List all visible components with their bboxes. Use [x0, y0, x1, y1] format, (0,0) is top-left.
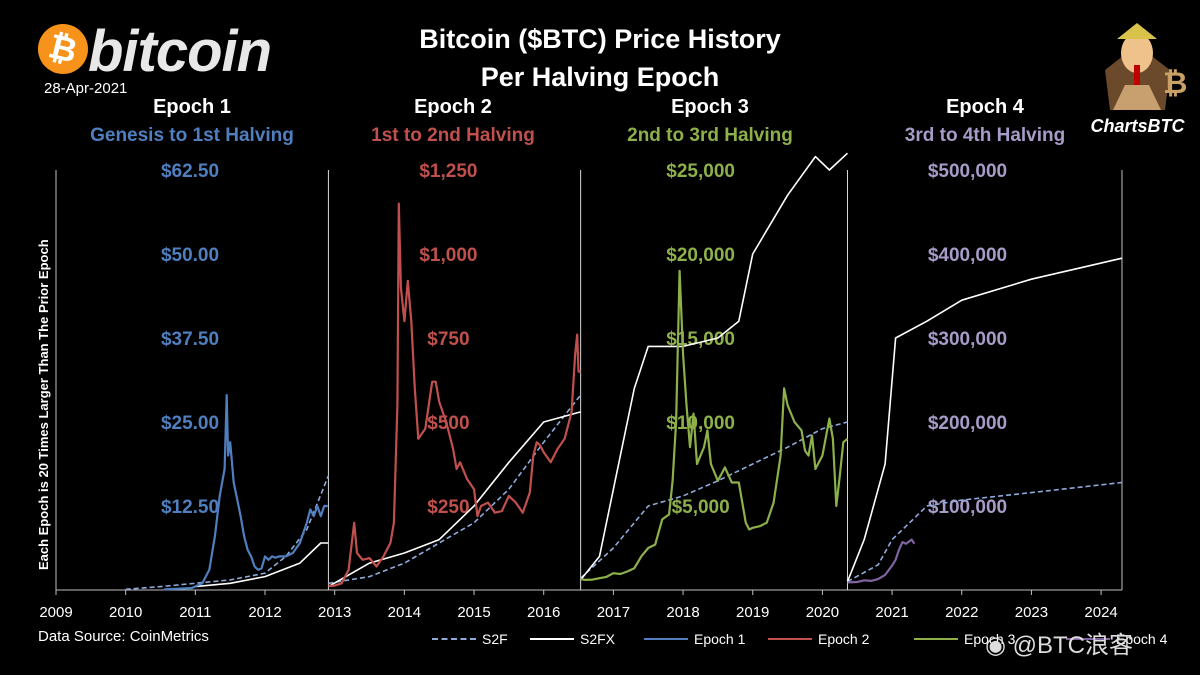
legend-swatch [1066, 638, 1110, 640]
series-epoch-3-line [580, 269, 849, 581]
title-line-2: Per Halving Epoch [480, 62, 720, 92]
x-tick-label: 2011 [179, 604, 211, 621]
brand-label: ChartsBTC [1090, 116, 1185, 136]
y-tick-label-epoch-3: $25,000 [666, 161, 735, 182]
x-tick-label: 2023 [1015, 604, 1048, 621]
y-tick-label-epoch-2: $250 [427, 497, 469, 518]
series-s2fx-line [328, 411, 581, 588]
legend-label: S2FX [580, 631, 616, 647]
bitcoin-logo-icon: ₿ [38, 24, 88, 74]
watermark: ◉ @BTC浪客 [985, 625, 1133, 660]
epoch-name: Epoch 3 [671, 96, 749, 118]
x-tick-label: 2024 [1084, 604, 1117, 621]
series-epoch-2-line [328, 202, 581, 588]
legend-swatch [768, 638, 812, 640]
y-tick-label-epoch-1: $12.50 [161, 497, 219, 518]
title-line-1: Bitcoin ($BTC) Price History [419, 24, 781, 54]
chart-date: 28-Apr-2021 [44, 80, 128, 97]
legend-label: Epoch 4 [1116, 631, 1168, 647]
weibo-icon: ◉ [985, 632, 1006, 659]
x-tick-label: 2019 [736, 604, 769, 621]
svg-text:₿: ₿ [1163, 67, 1187, 100]
y-tick-label-epoch-1: $50.00 [161, 245, 219, 266]
y-tick-label-epoch-4: $400,000 [928, 245, 1007, 266]
y-tick-label-epoch-3: $20,000 [666, 245, 735, 266]
y-tick-label-epoch-1: $25.00 [161, 413, 219, 434]
legend-label: S2F [482, 631, 508, 647]
x-tick-label: 2020 [806, 604, 839, 621]
y-tick-label-epoch-4: $300,000 [928, 329, 1007, 350]
y-tick-label-epoch-4: $500,000 [928, 161, 1007, 182]
legend-swatch [914, 638, 958, 640]
chart-title: Bitcoin ($BTC) Price History Per Halving… [0, 20, 1200, 96]
series-s2fx-line [195, 542, 329, 588]
x-tick-label: 2017 [597, 604, 630, 621]
y-tick-label-epoch-2: $1,250 [419, 161, 477, 182]
x-tick-label: 2015 [457, 604, 490, 621]
epoch-name: Epoch 2 [414, 96, 492, 118]
series-s2fx-line [579, 152, 849, 581]
epoch-subtitle: Genesis to 1st Halving [90, 125, 294, 146]
legend-swatch [644, 638, 688, 640]
legend-item: Epoch 3 [914, 631, 1015, 647]
data-source: Data Source: CoinMetrics [38, 628, 209, 645]
series-s2f-line [125, 475, 330, 591]
legend-item: Epoch 4 [1066, 631, 1167, 647]
y-tick-label-epoch-3: $5,000 [672, 497, 730, 518]
x-tick-label: 2014 [388, 604, 421, 621]
series-epoch-4-line [847, 538, 916, 584]
legend-item: S2F [432, 631, 508, 647]
x-tick-label: 2010 [109, 604, 142, 621]
epoch-name: Epoch 1 [153, 96, 231, 118]
series-s2fx-line [846, 257, 1123, 582]
legend-label: Epoch 1 [694, 631, 746, 647]
epoch-subtitle: 1st to 2nd Halving [371, 125, 535, 146]
x-tick-label: 2018 [666, 604, 699, 621]
epoch-header-3: Epoch 3 2nd to 3rd Halving [575, 96, 845, 147]
series-s2f-line [847, 481, 1123, 583]
legend-item: Epoch 1 [644, 631, 745, 647]
watermark-text: @BTC浪客 [1012, 632, 1133, 659]
epoch-header-1: Epoch 1 Genesis to 1st Halving [57, 96, 327, 147]
epoch-name: Epoch 4 [946, 96, 1024, 118]
x-tick-label: 2012 [248, 604, 281, 621]
x-tick-label: 2021 [875, 604, 908, 621]
x-tick-label: 2016 [527, 604, 560, 621]
y-tick-label-epoch-2: $750 [427, 329, 469, 350]
epoch-header-2: Epoch 2 1st to 2nd Halving [318, 96, 588, 147]
x-tick-label: 2022 [945, 604, 978, 621]
y-tick-label-epoch-4: $200,000 [928, 413, 1007, 434]
y-tick-label-epoch-4: $100,000 [928, 497, 1007, 518]
chartsbtc-mascot-icon: ₿ [1105, 23, 1187, 110]
bitcoin-logo-wordmark: bitcoin [88, 19, 272, 84]
legend-swatch [530, 638, 574, 640]
x-tick-label: 2009 [39, 604, 72, 621]
legend-item: Epoch 2 [768, 631, 869, 647]
epoch-header-4: Epoch 4 3rd to 4th Halving [850, 96, 1120, 147]
y-tick-label-epoch-3: $10,000 [666, 413, 735, 434]
y-tick-label-epoch-1: $62.50 [161, 161, 219, 182]
legend-label: Epoch 3 [964, 631, 1016, 647]
epoch-subtitle: 3rd to 4th Halving [904, 125, 1066, 146]
legend-label: Epoch 2 [818, 631, 870, 647]
legend-item: S2FX [530, 631, 615, 647]
y-tick-label-epoch-2: $1,000 [419, 245, 477, 266]
x-tick-label: 2013 [318, 604, 351, 621]
series-s2f-line [328, 394, 582, 585]
y-tick-label-epoch-1: $37.50 [161, 329, 219, 350]
series-epoch-1-line [163, 394, 328, 591]
y-tick-label-epoch-2: $500 [427, 413, 469, 434]
epoch-subtitle: 2nd to 3rd Halving [627, 125, 793, 146]
legend-swatch [432, 638, 476, 640]
